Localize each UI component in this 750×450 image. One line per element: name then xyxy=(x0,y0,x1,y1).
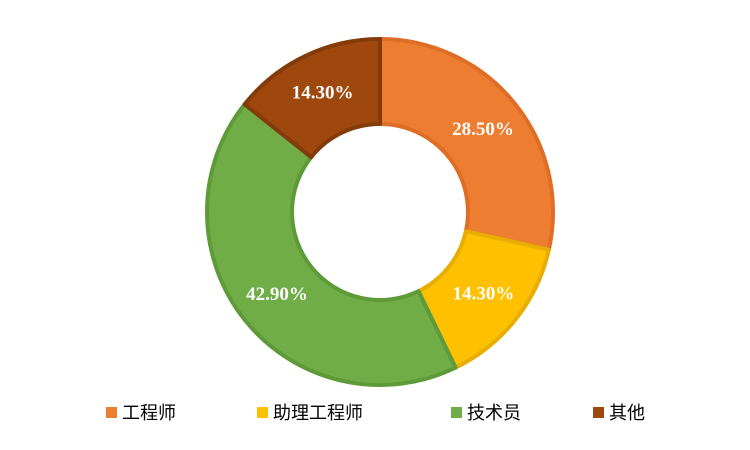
slice-other xyxy=(242,37,382,160)
donut-slices xyxy=(205,37,555,387)
legend-swatch-engineer xyxy=(106,406,117,418)
data-label-technician: 42.90% xyxy=(246,284,308,305)
legend-label-assistant-engineer: 助理工程师 xyxy=(273,403,363,424)
legend: 工程师 助理工程师 技术员 其他 xyxy=(0,398,750,426)
legend-label-technician: 技术员 xyxy=(467,403,521,424)
legend-item-assistant-engineer: 助理工程师 xyxy=(257,398,363,426)
legend-swatch-assistant-engineer xyxy=(257,406,268,418)
data-label-engineer: 28.50% xyxy=(452,119,514,140)
legend-swatch-technician xyxy=(451,406,462,418)
legend-item-other: 其他 xyxy=(593,398,645,426)
legend-item-technician: 技术员 xyxy=(451,398,521,426)
legend-label-engineer: 工程师 xyxy=(122,403,176,424)
data-labels: 28.50% 14.30% 42.90% 14.30% xyxy=(246,83,514,305)
legend-swatch-other xyxy=(593,406,604,418)
data-label-assistant-engineer: 14.30% xyxy=(453,283,515,304)
slice-technician xyxy=(205,102,458,387)
legend-label-other: 其他 xyxy=(609,403,645,424)
legend-item-engineer: 工程师 xyxy=(106,398,176,426)
data-label-other: 14.30% xyxy=(292,83,354,104)
slice-engineer xyxy=(378,37,555,252)
